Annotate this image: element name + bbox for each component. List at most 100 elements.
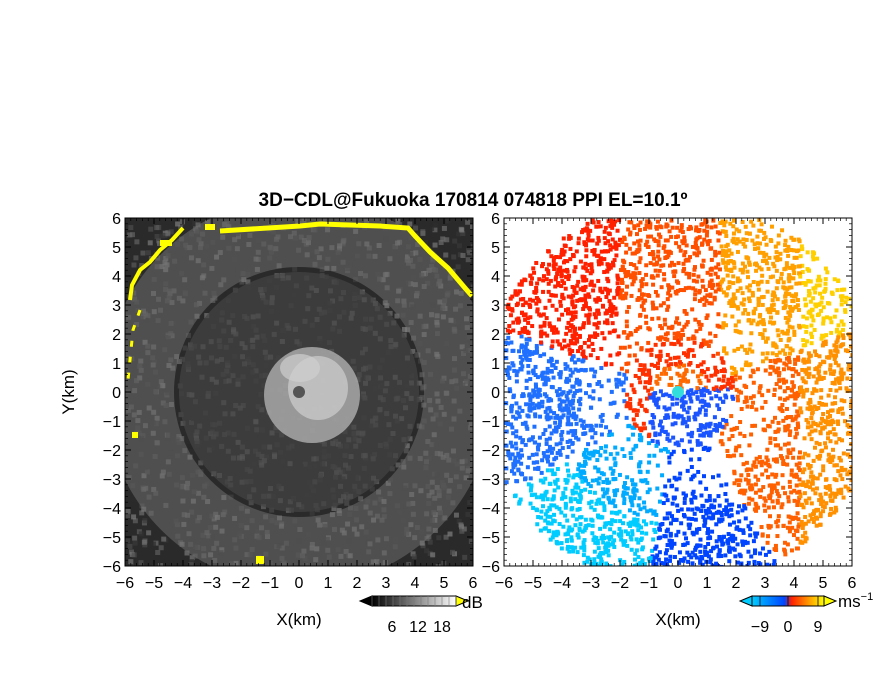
velocity-cell (602, 257, 607, 262)
velocity-cell (766, 505, 771, 510)
velocity-cell (775, 254, 780, 259)
velocity-cell (622, 501, 627, 506)
velocity-cell (685, 550, 690, 555)
velocity-cell (643, 385, 648, 390)
velocity-cell (822, 289, 827, 294)
velocity-cell (599, 346, 604, 351)
velocity-cell (533, 492, 538, 497)
velocity-cell (705, 229, 710, 234)
velocity-cell (757, 460, 762, 465)
velocity-cell (843, 467, 848, 472)
velocity-cell (541, 497, 546, 502)
velocity-cell (843, 308, 848, 313)
velocity-cell (806, 278, 811, 283)
velocity-cell (760, 546, 765, 551)
velocity-cell (521, 393, 526, 398)
velocity-cell (660, 342, 665, 347)
velocity-cell (570, 334, 575, 339)
velocity-cell (581, 540, 586, 545)
velocity-cell (686, 336, 691, 341)
reflectivity-cell (189, 559, 195, 565)
velocity-cell (828, 498, 833, 503)
velocity-cell (578, 287, 583, 292)
velocity-cell (550, 462, 555, 467)
velocity-cell (787, 432, 792, 437)
velocity-cell (665, 498, 670, 503)
reflectivity-cell (453, 555, 459, 561)
velocity-cell (586, 382, 591, 387)
velocity-cell (670, 514, 675, 519)
reflectivity-cell (131, 262, 137, 268)
velocity-cell (631, 447, 636, 452)
velocity-cell (799, 244, 804, 249)
velocity-cell (695, 439, 700, 444)
velocity-cell (776, 357, 781, 362)
velocity-cell (554, 389, 559, 394)
velocity-cell (735, 542, 740, 547)
velocity-cell (699, 493, 704, 498)
velocity-cell (731, 292, 736, 297)
velocity-cell (685, 468, 690, 473)
velocity-cell (525, 316, 530, 321)
velocity-cell (747, 288, 752, 293)
velocity-cell (518, 354, 523, 359)
velocity-cell (786, 244, 791, 249)
velocity-cell (630, 251, 635, 256)
velocity-cell (538, 478, 543, 483)
velocity-cell (833, 395, 838, 400)
velocity-cell (537, 401, 542, 406)
velocity-cell (789, 548, 794, 553)
velocity-cell (796, 413, 801, 418)
velocity-cell (638, 398, 643, 403)
velocity-cell (776, 373, 781, 378)
velocity-cell (717, 250, 722, 255)
velocity-cell (616, 243, 621, 248)
reflectivity-cell (468, 538, 473, 544)
velocity-cell (531, 460, 536, 465)
reflectivity-cell (465, 257, 471, 263)
velocity-cell (813, 491, 818, 496)
velocity-cell (719, 483, 724, 488)
velocity-cell (534, 495, 539, 500)
velocity-cell (782, 361, 787, 366)
velocity-cell (549, 450, 554, 455)
velocity-cell (787, 484, 792, 489)
velocity-cell (575, 550, 580, 555)
velocity-cell (688, 457, 693, 462)
velocity-cell (803, 297, 808, 302)
velocity-cell (656, 249, 661, 254)
velocity-cell (650, 316, 655, 321)
velocity-cell (572, 391, 577, 396)
velocity-cell (607, 433, 612, 438)
velocity-cell (637, 462, 642, 467)
velocity-cell (731, 546, 736, 551)
velocity-cell (561, 524, 566, 529)
velocity-cell (593, 369, 598, 374)
velocity-cell (620, 265, 625, 270)
velocity-cell (713, 289, 718, 294)
velocity-cell (679, 223, 684, 228)
velocity-cell (574, 482, 579, 487)
velocity-cell (730, 384, 735, 389)
velocity-cell (517, 405, 522, 410)
velocity-cell (586, 344, 591, 349)
reflectivity-cell (154, 225, 160, 231)
velocity-cell (777, 370, 782, 375)
velocity-cell (523, 278, 528, 283)
velocity-cell (693, 547, 698, 552)
velocity-cell (547, 528, 552, 533)
velocity-cell (763, 368, 768, 373)
velocity-cell (695, 374, 700, 379)
velocity-cell (804, 359, 809, 364)
x-tick-label: −4 (174, 575, 192, 592)
velocity-cell (693, 292, 698, 297)
velocity-cell (834, 478, 839, 483)
velocity-cell (746, 311, 751, 316)
velocity-cell (565, 379, 570, 384)
velocity-cell (578, 469, 583, 474)
velocity-cell (612, 328, 617, 333)
velocity-cell (641, 421, 646, 426)
velocity-cell (772, 264, 777, 269)
velocity-cell (774, 268, 779, 273)
velocity-cell (558, 375, 563, 380)
